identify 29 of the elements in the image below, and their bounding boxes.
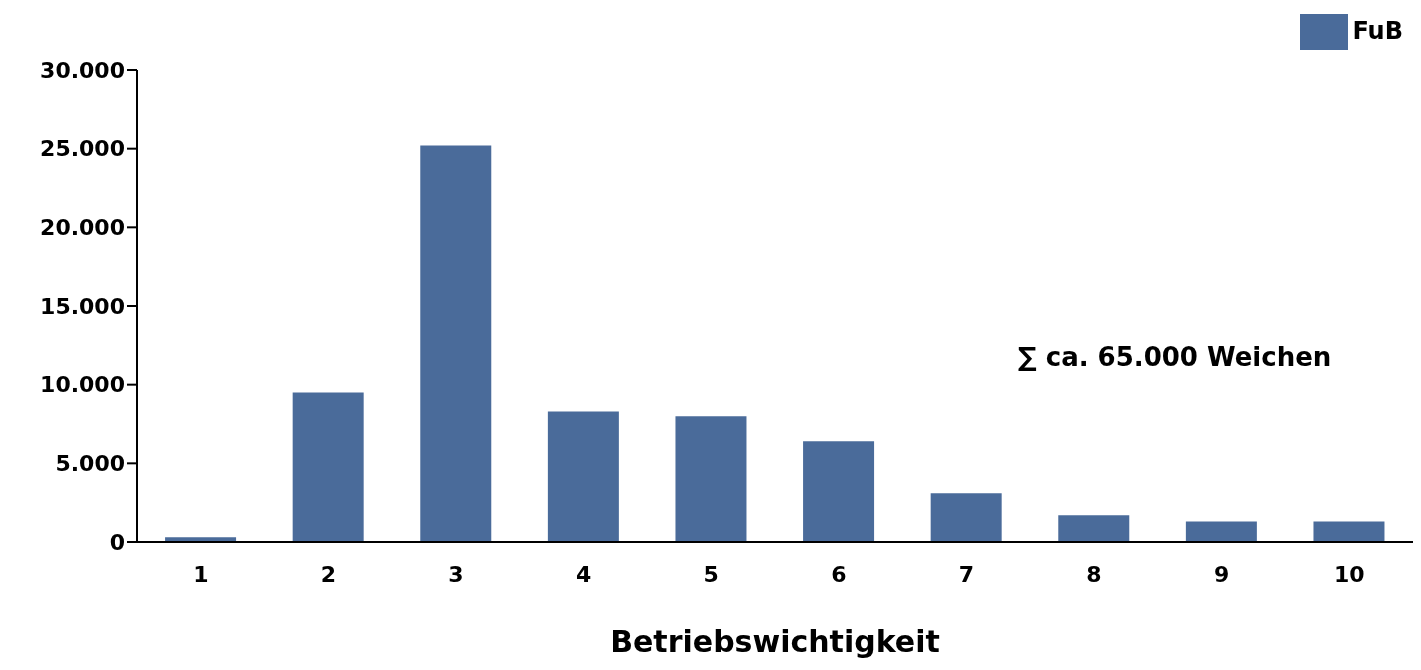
x-tick-label: 7 (958, 561, 975, 587)
bar (292, 392, 364, 542)
x-tick-label: 2 (320, 561, 337, 587)
bar (547, 411, 619, 542)
bar (930, 493, 1002, 542)
x-tick-label: 4 (575, 561, 592, 587)
bar (675, 416, 747, 542)
y-tick-label: 30.000 (40, 57, 125, 83)
bar (1058, 515, 1130, 542)
y-tick-label: 20.000 (40, 215, 125, 241)
legend-label: FuB (1352, 17, 1403, 45)
x-tick-label: 3 (448, 561, 464, 587)
x-axis-title: Betriebswichtigkeit (610, 624, 940, 659)
x-tick-label: 6 (831, 561, 847, 587)
y-tick-label: 0 (109, 529, 125, 555)
bar (420, 145, 492, 542)
annotation: ∑ ca. 65.000 Weichen (1018, 342, 1332, 372)
x-tick-label: 9 (1213, 561, 1230, 587)
bar (1313, 521, 1385, 542)
y-tick-label: 15.000 (40, 293, 125, 319)
x-tick-label: 8 (1086, 561, 1102, 587)
x-tick-label: 1 (193, 561, 209, 587)
y-tick-label: 10.000 (40, 372, 125, 398)
y-tick-label: 5.000 (55, 451, 125, 477)
x-tick-label: 5 (703, 561, 719, 587)
y-tick-label: 25.000 (40, 136, 125, 162)
x-tick-label: 10 (1333, 561, 1365, 587)
bar (803, 441, 875, 542)
bar (1185, 521, 1257, 542)
